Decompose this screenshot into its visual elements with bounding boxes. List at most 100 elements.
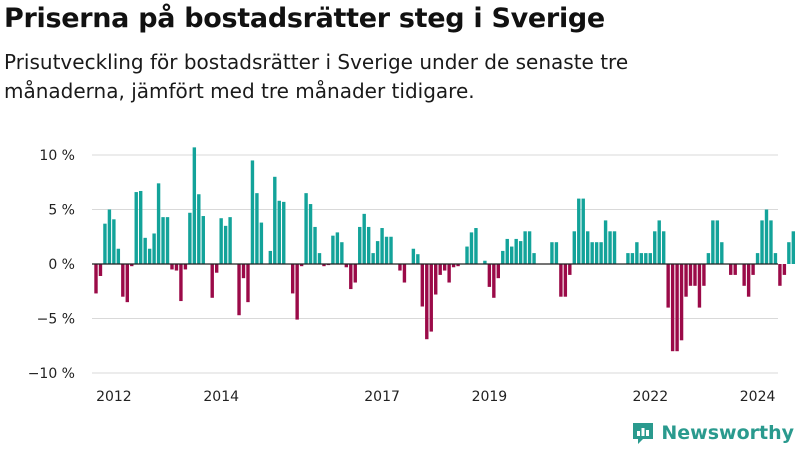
bar bbox=[684, 264, 688, 297]
bar bbox=[255, 193, 259, 264]
bars bbox=[94, 147, 796, 352]
bar bbox=[702, 264, 706, 286]
brand-name: Newsworthy bbox=[661, 422, 794, 444]
bar bbox=[429, 264, 433, 332]
bar bbox=[299, 264, 304, 267]
x-tick-label: 2022 bbox=[632, 389, 668, 405]
bar bbox=[715, 220, 720, 264]
bar bbox=[246, 264, 250, 303]
axis-labels: 10 % 5 % 0 % −5 % −10 % 2012 2014 2017 2019 2022 2… bbox=[28, 0, 800, 405]
bar bbox=[165, 217, 170, 264]
bar bbox=[594, 242, 599, 264]
y-tick-label: −10 % bbox=[28, 366, 75, 382]
bar bbox=[778, 264, 782, 286]
bar bbox=[733, 264, 737, 275]
bar bbox=[143, 237, 147, 264]
bar bbox=[112, 219, 116, 264]
bar bbox=[375, 241, 380, 264]
bar bbox=[121, 264, 125, 297]
bar bbox=[496, 264, 500, 279]
bar bbox=[130, 264, 134, 267]
bar bbox=[720, 242, 724, 264]
x-tick-label: 2019 bbox=[472, 389, 508, 405]
bar bbox=[666, 264, 670, 308]
bar bbox=[599, 242, 603, 264]
bar bbox=[98, 264, 103, 276]
latest-value-label: 3 % bbox=[788, 0, 800, 4]
y-tick-label: 0 % bbox=[48, 257, 75, 273]
x-tick-label: 2012 bbox=[96, 389, 132, 405]
bar bbox=[116, 248, 121, 264]
bar bbox=[340, 242, 344, 264]
bar bbox=[527, 231, 532, 264]
bar bbox=[661, 231, 666, 264]
bar bbox=[179, 264, 183, 302]
bar bbox=[483, 260, 487, 264]
bar bbox=[241, 264, 246, 279]
bar bbox=[384, 236, 389, 264]
bar bbox=[103, 223, 107, 264]
bar bbox=[389, 236, 393, 264]
bar bbox=[603, 220, 608, 264]
bar bbox=[532, 253, 536, 264]
bar bbox=[192, 147, 197, 264]
bar bbox=[451, 264, 456, 268]
bar bbox=[581, 198, 585, 264]
bar bbox=[290, 264, 295, 294]
bar bbox=[469, 232, 474, 264]
grid-lines bbox=[92, 154, 778, 374]
bar bbox=[201, 216, 205, 264]
bar bbox=[210, 264, 214, 298]
bar bbox=[773, 253, 778, 264]
bar bbox=[505, 238, 509, 264]
bar bbox=[228, 217, 232, 264]
bar bbox=[447, 264, 451, 283]
bar bbox=[474, 228, 478, 264]
bar bbox=[335, 232, 340, 264]
bar bbox=[523, 231, 527, 264]
bar bbox=[644, 253, 648, 264]
bar bbox=[487, 264, 492, 287]
bar bbox=[161, 217, 165, 264]
bar bbox=[268, 250, 273, 264]
bar bbox=[559, 264, 563, 297]
bar bbox=[398, 264, 402, 271]
bar bbox=[402, 264, 407, 283]
bar bbox=[635, 242, 639, 264]
bar bbox=[769, 220, 773, 264]
bar bbox=[787, 242, 791, 264]
bar bbox=[760, 220, 764, 264]
brand-logo: Newsworthy bbox=[630, 420, 794, 446]
bar bbox=[282, 201, 286, 264]
bar bbox=[501, 250, 505, 264]
bar bbox=[563, 264, 568, 297]
bar bbox=[742, 264, 746, 286]
bar bbox=[223, 225, 228, 264]
bar bbox=[353, 264, 357, 283]
bar bbox=[639, 253, 644, 264]
bar bbox=[568, 264, 572, 275]
bar bbox=[295, 264, 299, 320]
bar bbox=[277, 200, 281, 264]
bar bbox=[125, 264, 129, 303]
bar bbox=[349, 264, 353, 290]
bar bbox=[438, 264, 442, 275]
bar bbox=[764, 209, 769, 264]
bar bbox=[653, 231, 657, 264]
bar bbox=[107, 209, 112, 264]
bar bbox=[156, 183, 161, 264]
chart-subtitle: Prisutveckling för bostadsrätter i Sveri… bbox=[4, 50, 629, 103]
bar bbox=[550, 242, 554, 264]
bar bbox=[174, 264, 179, 271]
bar bbox=[688, 264, 693, 286]
bar bbox=[259, 222, 264, 264]
bar bbox=[518, 241, 523, 264]
bar bbox=[317, 253, 322, 264]
bar bbox=[434, 264, 438, 295]
bar bbox=[492, 264, 496, 298]
bar bbox=[657, 220, 661, 264]
bar bbox=[188, 212, 192, 264]
bar bbox=[782, 264, 787, 275]
bar bbox=[322, 264, 326, 267]
